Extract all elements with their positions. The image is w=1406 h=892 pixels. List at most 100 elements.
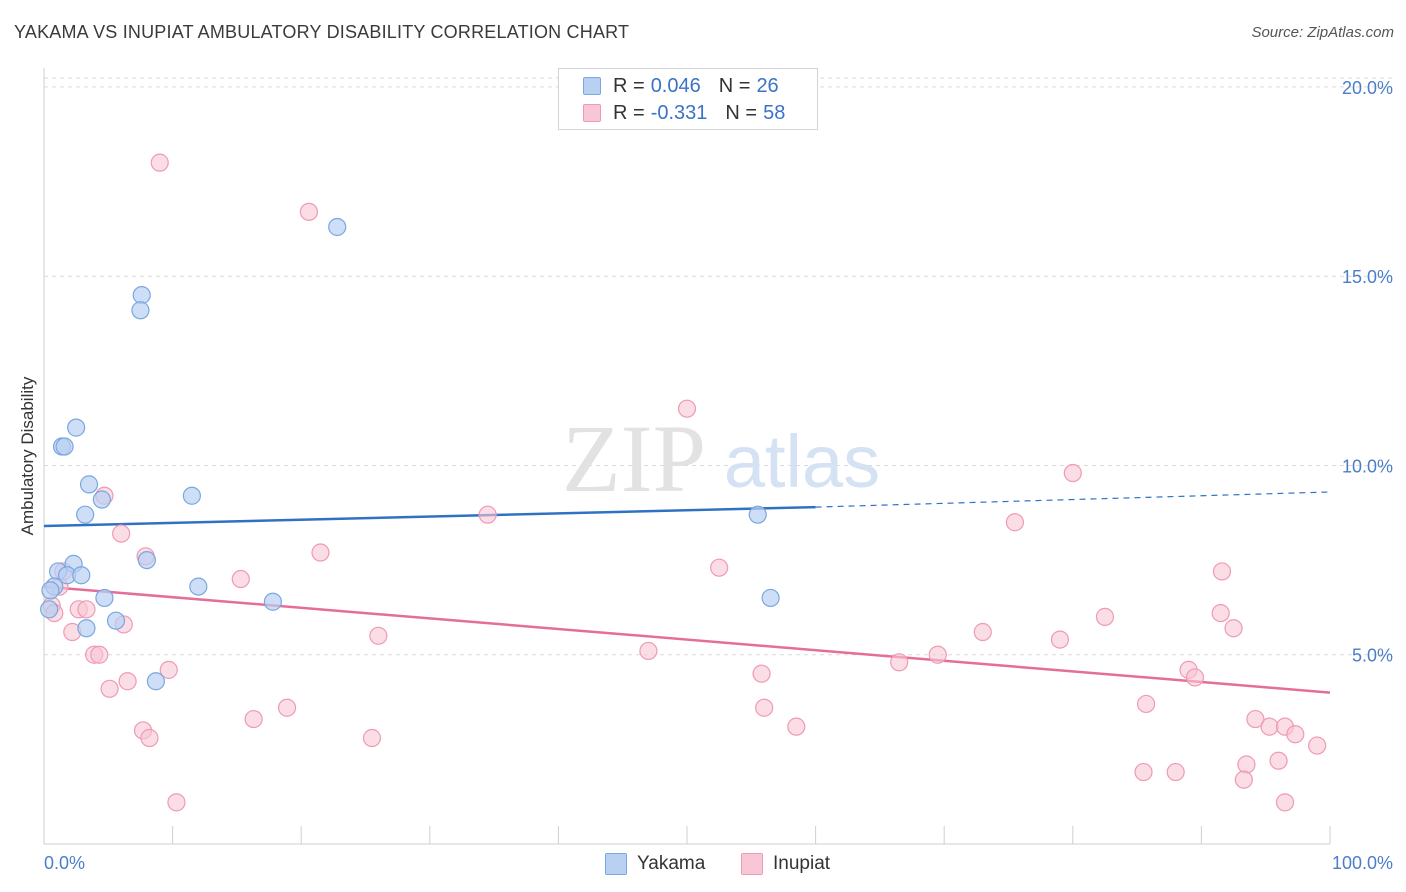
yakama-point <box>92 490 111 509</box>
points-layer <box>40 153 1327 812</box>
yakama-point <box>182 486 201 505</box>
legend-row-yakama: R = 0.046 N = 26 <box>583 74 779 98</box>
axis-layer <box>43 68 1331 845</box>
yakama-swatch <box>583 77 601 95</box>
legend-n-label: N = <box>718 74 751 97</box>
inupiat-point <box>1308 736 1327 755</box>
legend-r-label: R = <box>613 101 645 124</box>
yakama-point <box>132 286 151 305</box>
inupiat-point <box>159 660 178 679</box>
yakama-point <box>76 505 95 524</box>
legend-r-label: R = <box>613 74 645 97</box>
inupiat-point <box>362 728 382 748</box>
yakama-point <box>263 592 283 611</box>
inupiat-point <box>118 672 137 691</box>
y-tick-label: 15.0% <box>1342 267 1393 287</box>
inupiat-point <box>1260 717 1279 736</box>
inupiat-point <box>167 793 186 812</box>
inupiat-point <box>1063 463 1082 483</box>
inupiat-point <box>299 202 319 221</box>
inupiat-point <box>1137 694 1156 714</box>
yakama-point <box>131 301 150 320</box>
inupiat-point <box>231 569 250 589</box>
legend-n-value-yakama: 26 <box>756 74 779 97</box>
x-tick-label: 0.0% <box>44 853 85 873</box>
yakama-point <box>106 611 126 630</box>
legend-item-yakama[interactable]: Yakama <box>605 852 705 876</box>
inupiat-point <box>973 622 992 642</box>
yakama-point <box>761 588 780 608</box>
yakama-point <box>40 600 59 619</box>
inupiat-point <box>1134 762 1153 782</box>
yakama-point <box>189 577 208 596</box>
yakama-point <box>146 672 165 691</box>
yakama-point <box>67 418 86 437</box>
yakama-legend-swatch <box>605 853 627 875</box>
legend-r-value-yakama: 0.046 <box>650 74 701 97</box>
yakama-trend-extension <box>815 491 1331 508</box>
inupiat-point <box>1166 762 1185 782</box>
y-axis-label: Ambulatory Disability <box>18 376 37 536</box>
inupiat-swatch <box>583 104 601 122</box>
inupiat-point <box>639 641 658 661</box>
inupiat-point <box>1237 755 1256 774</box>
inupiat-point <box>244 709 263 729</box>
source-label: Source: ZipAtlas.com <box>1251 24 1394 41</box>
watermark-zip: ZIP <box>562 405 706 512</box>
inupiat-point <box>77 600 96 619</box>
y-tick-label: 20.0% <box>1342 78 1393 98</box>
inupiat-point <box>150 153 169 172</box>
yakama-point <box>41 581 60 600</box>
inupiat-point <box>1095 607 1115 626</box>
watermark-atlas: atlas <box>724 420 880 503</box>
inupiat-point <box>478 505 497 524</box>
inupiat-point <box>1246 709 1265 729</box>
label-layer: 5.0% 10.0% 15.0% 20.0% 0.0% 100.0% <box>44 78 1393 873</box>
legend-row-inupiat: R = -0.331 N = 58 <box>583 101 785 125</box>
inupiat-point <box>90 645 109 664</box>
inupiat-point <box>1286 725 1305 744</box>
inupiat-point <box>100 679 119 698</box>
yakama-point <box>55 437 74 456</box>
inupiat-point <box>140 728 159 748</box>
inupiat-point <box>1005 513 1025 532</box>
legend-item-inupiat[interactable]: Inupiat <box>741 852 830 876</box>
y-tick-label: 5.0% <box>1352 646 1393 666</box>
trend-layer <box>43 491 1331 694</box>
inupiat-point <box>710 558 729 577</box>
yakama-point <box>748 505 767 524</box>
inupiat-point <box>677 399 697 418</box>
legend-label-inupiat: Inupiat <box>773 853 831 874</box>
inupiat-point <box>755 698 774 717</box>
yakama-trend-line <box>43 505 816 528</box>
yakama-point <box>79 475 99 494</box>
chart-title: YAKAMA VS INUPIAT AMBULATORY DISABILITY … <box>14 22 630 42</box>
inupiat-point <box>1224 619 1243 638</box>
yakama-point <box>95 588 114 608</box>
legend-r-value-inupiat: -0.331 <box>650 101 708 124</box>
inupiat-point <box>1234 770 1253 789</box>
inupiat-point <box>752 664 771 683</box>
legend-label-yakama: Yakama <box>637 853 706 874</box>
inupiat-legend-swatch <box>741 853 763 875</box>
inupiat-point <box>311 543 330 562</box>
inupiat-point <box>787 717 806 736</box>
y-tick-label: 10.0% <box>1342 456 1393 476</box>
inupiat-point <box>890 653 909 672</box>
legend-n-value-inupiat: 58 <box>763 101 786 124</box>
inupiat-point <box>112 524 131 543</box>
yakama-point <box>72 566 91 585</box>
yakama-point <box>328 217 347 237</box>
yakama-point <box>77 619 96 638</box>
inupiat-point <box>928 645 947 664</box>
x-tick-label: 100.0% <box>1332 853 1393 873</box>
legend-n-label: N = <box>725 101 758 124</box>
inupiat-point <box>1269 751 1288 770</box>
inupiat-trend-line <box>43 585 1331 694</box>
inupiat-point <box>1050 630 1070 649</box>
correlation-legend: R = 0.046 N = 26 R = -0.331 N = 58 <box>558 68 818 130</box>
inupiat-point <box>1212 562 1232 581</box>
inupiat-point <box>1211 603 1230 623</box>
inupiat-point <box>1185 668 1205 687</box>
